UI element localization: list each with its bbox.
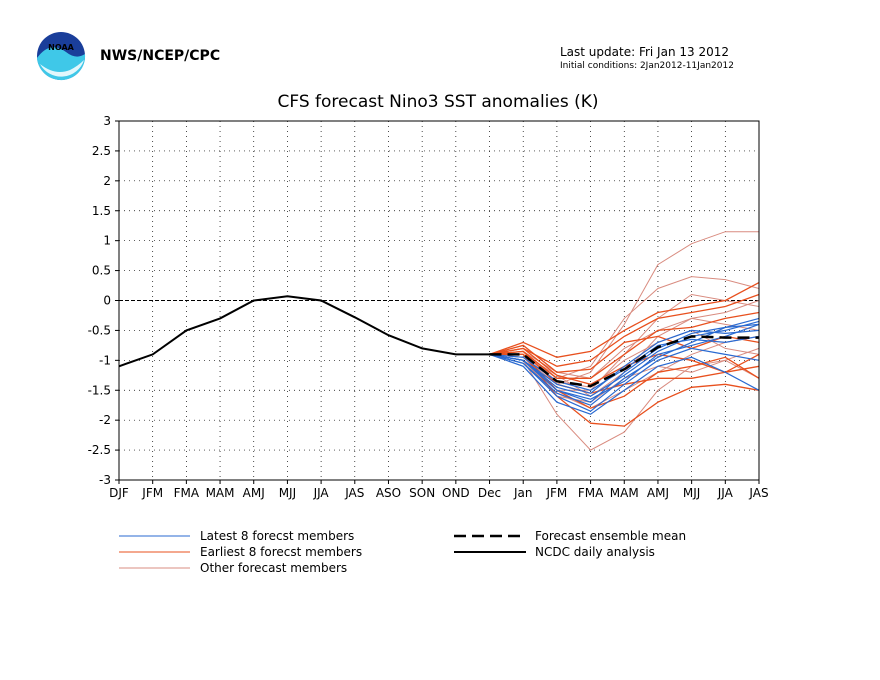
earliest-member-line xyxy=(489,335,760,373)
y-tick-label: 0.5 xyxy=(92,264,111,278)
y-tick-label: 2.5 xyxy=(92,144,111,158)
legend-label-analysis: NCDC daily analysis xyxy=(535,545,655,559)
earliest-member-line xyxy=(489,311,760,379)
y-tick-label: -2.5 xyxy=(88,443,111,457)
x-tick-label: JFM xyxy=(141,486,163,500)
analysis-line xyxy=(118,295,490,368)
latest-member-line xyxy=(489,353,760,415)
other-members-group xyxy=(489,231,760,451)
earliest-members-group xyxy=(489,282,760,427)
y-tick-label: 0 xyxy=(103,294,111,308)
legend-label-mean: Forecast ensemble mean xyxy=(535,529,686,543)
x-tick-label: FMA xyxy=(174,486,200,500)
y-tick-label: -3 xyxy=(99,473,111,487)
y-tick-label: 2 xyxy=(103,174,111,188)
y-tick-label: 3 xyxy=(103,114,111,128)
x-tick-label: AMJ xyxy=(243,486,265,500)
x-tick-label: MJJ xyxy=(683,486,700,500)
noaa-logo-text: NOAA xyxy=(48,43,74,52)
legend-label-latest: Latest 8 forecst members xyxy=(200,529,354,543)
y-axis-ticks: 3 2.5 2 1.5 1 0.5 0 -0.5 -1 -1.5 -2 -2.5 -3 xyxy=(88,114,119,487)
x-tick-label: JAS xyxy=(344,486,364,500)
x-tick-label: JJA xyxy=(717,486,734,500)
initial-conditions-label: Initial conditions: 2Jan2012-11Jan2012 xyxy=(560,61,734,71)
agency-label: NWS/NCEP/CPC xyxy=(100,48,220,64)
latest-member-line xyxy=(489,323,760,400)
y-tick-label: -1.5 xyxy=(88,383,111,397)
chart-title: CFS forecast Nino3 SST anomalies (K) xyxy=(277,92,598,112)
y-tick-label: 1.5 xyxy=(92,204,111,218)
x-tick-label: JFM xyxy=(545,486,567,500)
grid-lines xyxy=(119,121,759,480)
y-tick-label: -2 xyxy=(99,413,111,427)
x-tick-label: OND xyxy=(442,486,470,500)
x-tick-label: AMJ xyxy=(647,486,669,500)
x-tick-label: Jan xyxy=(513,486,533,500)
latest-member-line xyxy=(489,347,760,412)
latest-member-line xyxy=(489,329,760,394)
x-tick-label: MAM xyxy=(206,486,235,500)
x-tick-label: Dec xyxy=(478,486,501,500)
legend-label-other: Other forecast members xyxy=(200,561,347,575)
y-tick-label: -0.5 xyxy=(88,323,111,337)
legend: Latest 8 forecst members Earliest 8 forec… xyxy=(119,529,686,575)
other-member-line xyxy=(489,329,760,388)
last-update-label: Last update: Fri Jan 13 2012 xyxy=(560,45,729,59)
other-member-line xyxy=(489,317,760,379)
x-axis-ticks: DJF JFM FMA MAM AMJ MJJ JJA JAS ASO SON OND Dec Jan J… xyxy=(109,480,769,500)
y-tick-label: -1 xyxy=(99,353,111,367)
y-tick-label: 1 xyxy=(103,234,111,248)
x-tick-label: MJJ xyxy=(279,486,296,500)
legend-label-earliest: Earliest 8 forecst members xyxy=(200,545,362,559)
x-tick-label: JJA xyxy=(313,486,330,500)
latest-members-group xyxy=(489,317,760,415)
noaa-logo-wave-light xyxy=(40,60,84,77)
x-tick-label: ASO xyxy=(376,486,401,500)
x-tick-label: JAS xyxy=(748,486,768,500)
x-tick-label: SON xyxy=(409,486,435,500)
noaa-logo: NOAA xyxy=(37,32,86,81)
ensemble-mean-line xyxy=(489,335,759,388)
plot-area: 3 2.5 2 1.5 1 0.5 0 -0.5 -1 -1.5 -2 -2.5 -3 DJF JFM FM… xyxy=(88,114,769,500)
earliest-member-line xyxy=(489,282,760,358)
x-tick-label: DJF xyxy=(109,486,129,500)
x-tick-label: MAM xyxy=(610,486,639,500)
earliest-member-line xyxy=(489,353,760,409)
x-tick-label: FMA xyxy=(578,486,604,500)
